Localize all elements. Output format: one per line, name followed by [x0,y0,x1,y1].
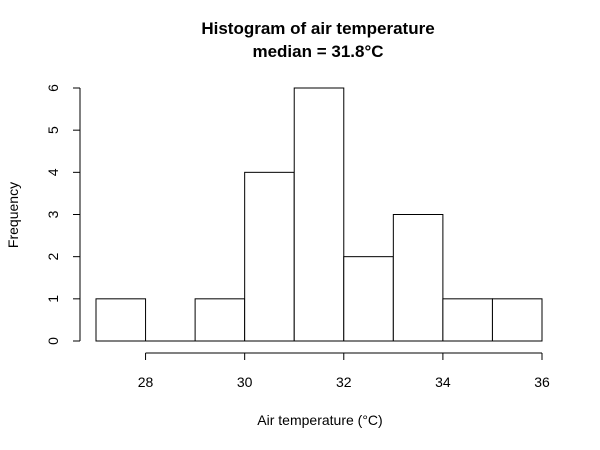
histogram-bar [194,298,246,342]
y-tick-label: 5 [45,126,61,134]
chart-title: Histogram of air temperature [201,19,434,38]
y-axis-label: Frequency [5,182,21,248]
histogram-bar [343,256,394,342]
histogram-bar [392,214,444,342]
histogram-bar [442,298,493,342]
y-tick-label: 3 [45,210,61,218]
x-tick-label: 36 [534,374,550,390]
y-tick-label: 6 [45,84,61,92]
y-tick-label: 4 [45,168,61,176]
x-axis: 28 30 32 34 36 [138,352,550,390]
histogram-bar [95,298,147,342]
chart-subtitle: median = 31.8°C [252,42,383,61]
x-tick-label: 34 [435,374,451,390]
y-tick-label: 1 [45,295,61,303]
x-tick-label: 30 [237,374,253,390]
histogram-bar [244,171,295,342]
x-tick-label: 32 [336,374,352,390]
x-tick-label: 28 [138,374,154,390]
histogram-bar [293,87,345,342]
bars-group [95,87,543,342]
y-tick-label: 0 [45,337,61,345]
x-axis-label: Air temperature (°C) [257,412,382,428]
y-tick-label: 2 [45,253,61,261]
y-axis: 0 1 2 3 4 5 6 [45,84,81,345]
histogram-bar [491,298,543,342]
